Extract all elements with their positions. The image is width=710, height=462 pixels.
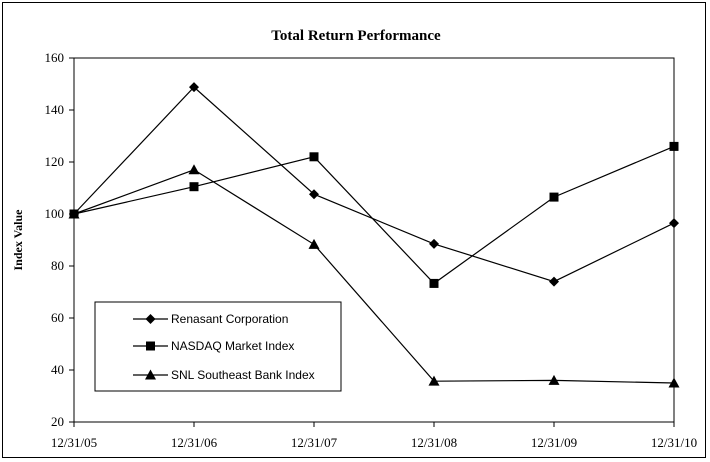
legend-marker [145,314,156,324]
y-tick-label: 140 [45,102,65,117]
x-axis: 12/31/05 12/31/06 12/31/07 12/31/08 12/31/09… [51,422,697,450]
data-point [189,82,199,93]
y-tick-label: 120 [45,154,65,169]
series-renasant-corporation [69,82,679,287]
y-tick-label: 60 [51,310,64,325]
data-point [669,218,679,229]
y-tick-label: 80 [51,258,64,273]
data-point [189,182,199,192]
data-point [188,164,200,175]
data-point [308,238,320,249]
data-point [429,238,439,249]
data-point [548,374,560,385]
legend-label: NASDAQ Market Index [171,339,294,353]
legend: Renasant Corporation NASDAQ Market Index S… [94,301,342,392]
x-tick-label: 12/31/09 [531,435,577,450]
series-snl-southeast-bank-index [68,164,680,388]
series-line [73,86,675,283]
data-point [549,276,559,287]
legend-marker [145,369,156,380]
data-point [668,377,680,388]
data-point [309,152,319,162]
data-point [309,189,319,200]
y-tick-label: 20 [51,414,64,429]
data-point [429,278,439,288]
x-tick-label: 12/31/08 [411,435,457,450]
x-tick-label: 12/31/06 [171,435,218,450]
y-tick-label: 40 [51,362,64,377]
x-tick-label: 12/31/05 [51,435,97,450]
series-line [73,169,675,384]
series-line [73,145,675,285]
y-tick-label: 160 [45,50,65,65]
x-tick-label: 12/31/07 [291,435,338,450]
y-axis: 20 40 60 80 100 120 140 160 [45,50,74,429]
legend-label: Renasant Corporation [171,312,288,326]
x-tick-label: 12/31/10 [651,435,697,450]
legend-marker [146,341,155,351]
y-tick-label: 100 [45,206,65,221]
data-point [669,141,679,151]
legend-label: SNL Southeast Bank Index [171,368,315,382]
plot-area [73,57,675,423]
y-axis-label: Index Value [11,209,25,271]
data-point [549,192,559,202]
series-layer [68,82,680,388]
data-point [428,375,440,386]
data-point [68,208,80,219]
chart-title: Total Return Performance [271,28,441,44]
